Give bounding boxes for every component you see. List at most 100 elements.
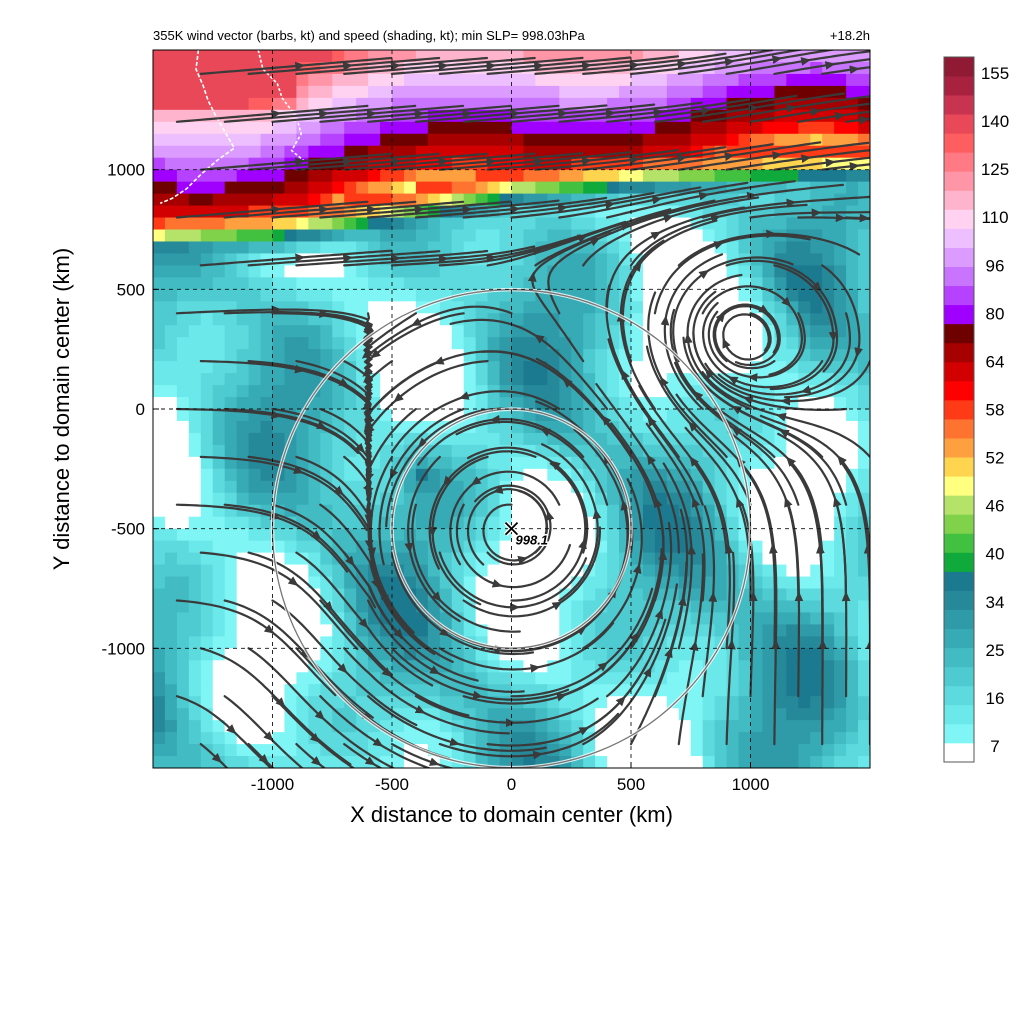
streamline-arrow <box>659 613 661 618</box>
speed-cell <box>846 421 859 434</box>
speed-cell <box>822 170 835 183</box>
speed-cell <box>739 744 752 757</box>
speed-cell <box>476 277 489 290</box>
speed-cell <box>512 230 525 243</box>
speed-cell <box>452 457 465 470</box>
speed-cell <box>165 541 178 554</box>
speed-cell <box>440 230 453 243</box>
speed-cell <box>679 301 692 314</box>
speed-cell <box>512 433 525 446</box>
speed-cell <box>822 529 835 542</box>
speed-cell <box>273 241 286 254</box>
speed-cell <box>535 624 548 637</box>
speed-cell <box>535 672 548 685</box>
speed-cell <box>739 696 752 709</box>
speed-cell <box>249 230 262 243</box>
speed-cell <box>213 265 226 278</box>
speed-cell <box>368 289 381 302</box>
speed-cell <box>655 696 668 709</box>
speed-cell <box>165 349 178 362</box>
speed-cell <box>655 529 668 542</box>
speed-cell <box>858 182 871 195</box>
speed-cell <box>535 612 548 625</box>
speed-cell <box>165 134 178 147</box>
speed-cell <box>488 337 501 350</box>
speed-cell <box>679 86 692 99</box>
speed-cell <box>153 313 166 326</box>
speed-cell <box>225 636 238 649</box>
speed-cell <box>762 218 775 231</box>
speed-cell <box>858 636 871 649</box>
speed-cell <box>308 50 321 63</box>
speed-cell <box>559 182 572 195</box>
speed-cell <box>249 493 262 506</box>
speed-cell <box>213 469 226 482</box>
speed-cell <box>284 86 297 99</box>
speed-cell <box>261 265 274 278</box>
speed-cell <box>332 230 345 243</box>
speed-cell <box>296 541 309 554</box>
speed-cell <box>595 361 608 374</box>
speed-cell <box>237 589 250 602</box>
speed-cell <box>607 122 620 135</box>
speed-cell <box>261 110 274 123</box>
speed-cell <box>249 182 262 195</box>
speed-cell <box>476 325 489 338</box>
speed-cell <box>225 433 238 446</box>
speed-cell <box>559 612 572 625</box>
speed-cell <box>189 50 202 63</box>
speed-cell <box>631 98 644 111</box>
speed-cell <box>189 313 202 326</box>
speed-cell <box>846 720 859 733</box>
speed-cell <box>225 541 238 554</box>
colorbar-swatch <box>944 57 974 76</box>
speed-cell <box>440 277 453 290</box>
speed-cell <box>583 325 596 338</box>
speed-cell <box>751 86 764 99</box>
speed-cell <box>798 86 811 99</box>
speed-cell <box>452 481 465 494</box>
speed-cell <box>739 289 752 302</box>
speed-cell <box>380 289 393 302</box>
speed-cell <box>320 86 333 99</box>
speed-cell <box>523 660 536 673</box>
speed-cell <box>762 74 775 87</box>
speed-cell <box>165 433 178 446</box>
speed-cell <box>667 720 680 733</box>
speed-cell <box>165 158 178 171</box>
speed-cell <box>798 289 811 302</box>
speed-cell <box>739 672 752 685</box>
speed-cell <box>500 361 513 374</box>
speed-cell <box>858 409 871 422</box>
speed-cell <box>356 301 369 314</box>
speed-cell <box>284 50 297 63</box>
speed-cell <box>739 277 752 290</box>
speed-cell <box>201 241 214 254</box>
speed-cell <box>846 553 859 566</box>
speed-cell <box>153 684 166 697</box>
speed-cell <box>547 648 560 661</box>
speed-cell <box>715 50 728 63</box>
speed-cell <box>667 241 680 254</box>
speed-cell <box>822 218 835 231</box>
speed-cell <box>153 397 166 410</box>
speed-cell <box>213 397 226 410</box>
colorbar-swatch <box>944 133 974 152</box>
speed-cell <box>810 684 823 697</box>
speed-cell <box>189 648 202 661</box>
speed-cell <box>464 349 477 362</box>
speed-cell <box>165 241 178 254</box>
speed-cell <box>786 529 799 542</box>
speed-cell <box>189 122 202 135</box>
speed-cell <box>404 517 417 530</box>
speed-cell <box>464 529 477 542</box>
speed-cell <box>559 672 572 685</box>
speed-cell <box>846 505 859 518</box>
speed-cell <box>500 565 513 578</box>
speed-cell <box>249 469 262 482</box>
speed-cell <box>356 720 369 733</box>
speed-cell <box>822 553 835 566</box>
colorbar-tick-label: 155 <box>981 64 1009 83</box>
